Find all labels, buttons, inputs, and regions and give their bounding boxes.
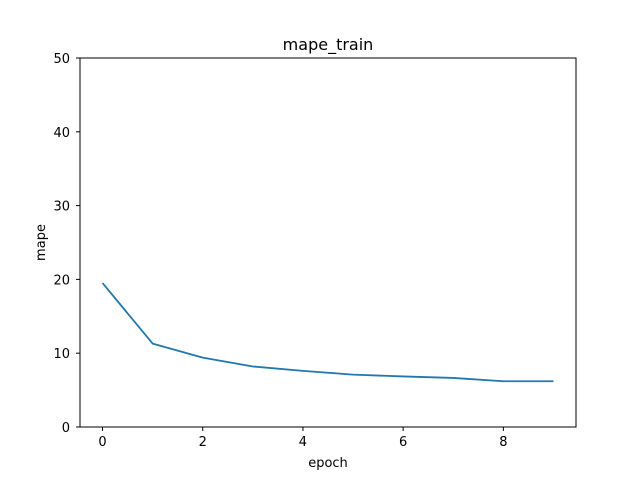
- x-tick-label: 2: [199, 435, 207, 450]
- x-tick-label: 0: [98, 435, 106, 450]
- x-tick-label: 4: [299, 435, 307, 450]
- x-tick-label: 6: [399, 435, 407, 450]
- x-axis: 0 2 4 6 8: [98, 427, 507, 450]
- axes-frame: [79, 57, 577, 428]
- y-tick-label: 20: [53, 273, 70, 288]
- y-axis-label: mape: [34, 224, 49, 261]
- plot-area: [101, 282, 554, 383]
- y-tick-label: 50: [53, 52, 70, 67]
- y-tick-label: 10: [53, 347, 70, 362]
- x-tick-label: 8: [499, 435, 507, 450]
- y-axis: 0 10 20 30 40 50: [53, 52, 80, 436]
- chart-title: mape_train: [283, 35, 374, 55]
- series-line: [101, 282, 554, 383]
- y-tick-label: 30: [53, 200, 70, 215]
- x-axis-label: epoch: [308, 456, 348, 471]
- y-tick-label: 40: [53, 126, 70, 141]
- y-tick-label: 0: [62, 421, 70, 436]
